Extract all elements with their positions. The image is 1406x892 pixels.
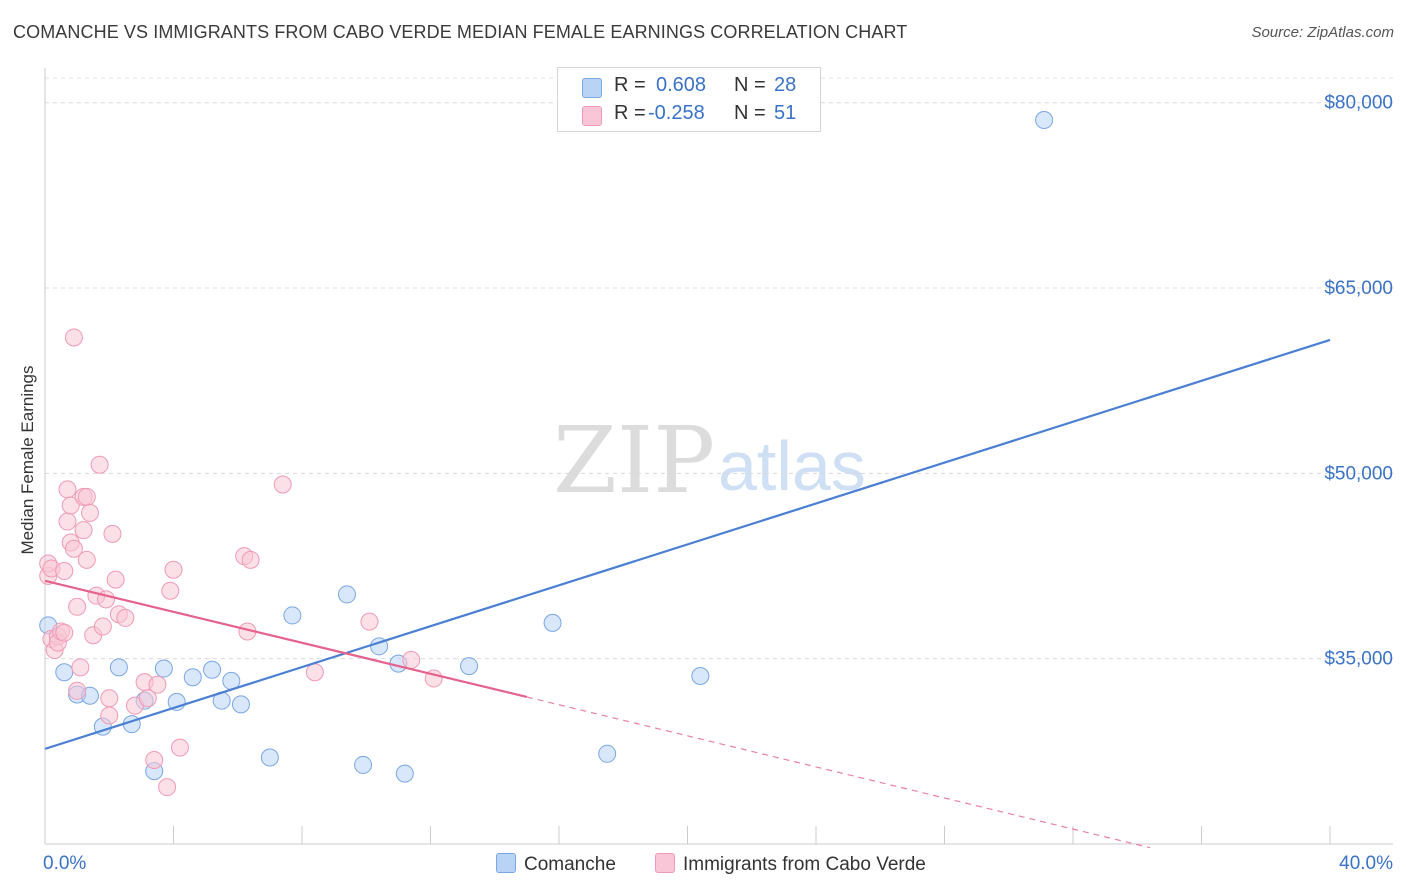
cabo-verde-point [74, 521, 93, 540]
cabo-verde-point [90, 455, 109, 474]
comanche-point [1035, 111, 1054, 130]
y-tick-label: $65,000 [1324, 278, 1393, 299]
cabo-verde-point [68, 597, 87, 616]
bottom-legend-label-comanche: Comanche [524, 854, 616, 875]
comanche-point [231, 695, 250, 714]
cabo-verde-point [64, 328, 83, 347]
cabo-verde-point [93, 617, 112, 636]
legend-r-value: -0.258 [648, 102, 705, 124]
cabo-verde-point [100, 689, 119, 708]
cabo-verde-trend-extension [526, 696, 1151, 849]
comanche-point [154, 659, 173, 678]
cabo-verde-point [55, 561, 74, 580]
comanche-point [460, 657, 479, 676]
y-axis-title: Median Female Earnings [18, 366, 37, 555]
x-tick-label: 40.0% [1339, 853, 1393, 874]
bottom-legend-swatch-comanche [496, 853, 516, 873]
cabo-verde-point [145, 750, 164, 769]
comanche-point [55, 663, 74, 682]
cabo-verde-point [138, 689, 157, 708]
watermark-atlas: atlas [718, 427, 866, 505]
x-tick-label: 0.0% [43, 853, 86, 874]
comanche-point [183, 668, 202, 687]
comanche-point [395, 764, 414, 783]
comanche-point [203, 660, 222, 679]
comanche-point [337, 585, 356, 604]
cabo-verde-point [77, 550, 96, 569]
bottom-legend-comanche: Comanche [496, 853, 616, 876]
bottom-legend-label-cabo-verde: Immigrants from Cabo Verde [683, 854, 926, 875]
cabo-verde-point [241, 550, 260, 569]
cabo-verde-point [68, 681, 87, 700]
comanche-point [283, 606, 302, 625]
cabo-verde-point [164, 560, 183, 579]
cabo-verde-point [273, 475, 292, 494]
legend-n-label: N = [734, 102, 766, 124]
comanche-point [109, 658, 128, 677]
y-tick-label: $50,000 [1324, 463, 1393, 484]
cabo-verde-trend-line [44, 579, 528, 699]
cabo-verde-point [80, 503, 99, 522]
legend-swatch-comanche [582, 78, 602, 98]
cabo-verde-point [305, 663, 324, 682]
legend-n-label: N = [734, 74, 766, 96]
comanche-point [691, 666, 710, 685]
cabo-verde-point [58, 480, 77, 499]
cabo-verde-point [116, 608, 135, 627]
cabo-verde-point [402, 650, 421, 669]
comanche-trend-line [44, 338, 1331, 750]
comanche-point [260, 748, 279, 767]
chart-title: COMANCHE VS IMMIGRANTS FROM CABO VERDE M… [13, 22, 908, 42]
y-tick-label: $35,000 [1324, 649, 1393, 670]
legend-n-value: 28 [774, 74, 797, 96]
comanche-point [543, 613, 562, 632]
legend-swatch-cabo-verde [582, 106, 602, 126]
bottom-legend-cabo-verde: Immigrants from Cabo Verde [655, 853, 926, 876]
cabo-verde-point [170, 738, 189, 757]
cabo-verde-point [61, 496, 80, 515]
legend-r-label: R = [614, 102, 646, 124]
correlation-legend: R = 0.608 N = 28 R = -0.258 N = 51 [557, 67, 821, 132]
comanche-point [598, 744, 617, 763]
comanche-point [354, 755, 373, 774]
y-tick-label: $80,000 [1324, 93, 1393, 114]
legend-r-label: R = [614, 74, 646, 96]
cabo-verde-point [360, 612, 379, 631]
bottom-legend-swatch-cabo-verde [655, 853, 675, 873]
cabo-verde-point [106, 570, 125, 589]
cabo-verde-point [64, 539, 83, 558]
cabo-verde-point [58, 512, 77, 531]
cabo-verde-point [148, 675, 167, 694]
source-label: Source: ZipAtlas.com [1251, 24, 1394, 41]
legend-n-value: 51 [774, 102, 797, 124]
cabo-verde-point [71, 658, 90, 677]
cabo-verde-point [161, 581, 180, 600]
cabo-verde-point [100, 706, 119, 725]
cabo-verde-point [77, 487, 96, 506]
cabo-verde-point [158, 778, 177, 797]
cabo-verde-point [55, 623, 74, 642]
legend-r-value: 0.608 [656, 74, 707, 96]
watermark-zip: ZIP [553, 407, 715, 514]
cabo-verde-point [103, 524, 122, 543]
